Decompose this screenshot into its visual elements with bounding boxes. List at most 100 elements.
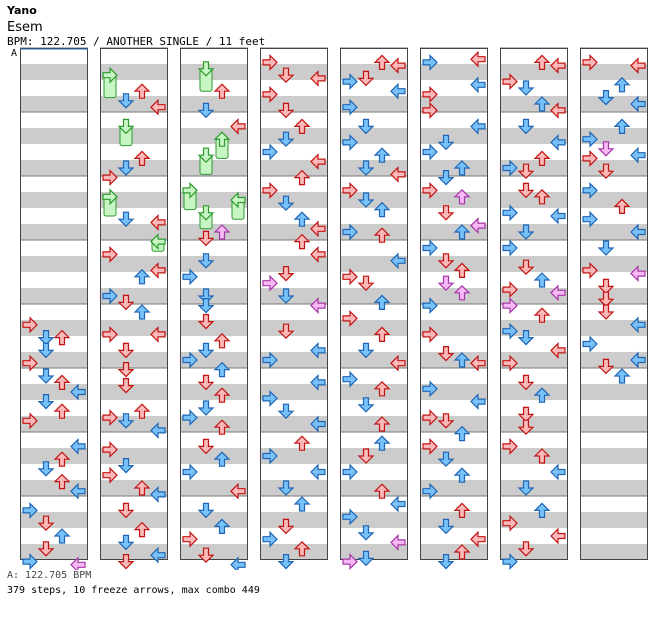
step-arrow	[150, 213, 166, 231]
step-arrow	[422, 143, 438, 161]
step-arrow	[550, 284, 566, 302]
step-arrow	[342, 223, 358, 241]
step-arrow	[70, 437, 86, 455]
artist-name: Yano	[7, 4, 37, 17]
step-arrow	[102, 441, 118, 459]
step-arrow	[342, 508, 358, 526]
step-arrow	[277, 67, 295, 84]
step-arrow	[197, 547, 215, 564]
step-arrow	[117, 160, 135, 176]
step-arrow	[37, 515, 55, 532]
step-arrow	[517, 419, 535, 436]
step-arrow	[502, 73, 518, 91]
step-arrow	[582, 130, 598, 148]
step-arrow	[422, 101, 438, 119]
step-arrow	[277, 553, 295, 570]
step-arrow	[117, 342, 135, 359]
step-arrow	[390, 82, 406, 100]
step-arrow	[373, 416, 391, 432]
step-arrow	[150, 261, 166, 279]
step-arrow	[262, 447, 278, 465]
step-arrow	[453, 352, 471, 368]
step-arrow	[533, 307, 551, 323]
step-arrow	[117, 458, 135, 474]
step-arrow	[502, 239, 518, 257]
step-arrow	[533, 502, 551, 518]
step-arrow	[197, 502, 215, 519]
step-arrow	[453, 467, 471, 483]
step-arrow	[102, 188, 118, 217]
step-arrow	[230, 191, 246, 220]
step-arrow	[630, 316, 646, 334]
step-arrow	[630, 223, 646, 241]
step-arrow	[502, 297, 518, 315]
song-meta: BPM: 122.705 / ANOTHER SINGLE / 11 feet	[7, 35, 266, 48]
step-arrow	[182, 181, 198, 211]
step-arrow	[437, 134, 455, 151]
step-arrow	[453, 425, 471, 442]
step-arrow	[133, 268, 151, 285]
step-arrow	[342, 268, 358, 286]
step-arrow	[550, 57, 566, 75]
step-arrow	[310, 69, 326, 87]
step-arrow	[517, 259, 535, 276]
step-arrow	[597, 240, 615, 256]
step-arrow	[182, 409, 198, 427]
step-arrow	[357, 397, 375, 413]
step-arrow	[597, 291, 615, 308]
step-arrow	[533, 150, 551, 166]
chart-column	[260, 47, 328, 560]
step-arrow	[630, 95, 646, 113]
step-arrow	[150, 325, 166, 343]
step-arrow	[533, 448, 551, 464]
step-arrow	[597, 358, 615, 375]
step-arrow	[102, 287, 118, 305]
step-arrow	[102, 66, 118, 99]
step-arrow	[117, 362, 135, 378]
step-arrow	[373, 380, 391, 397]
step-arrow	[502, 322, 518, 340]
step-arrow	[582, 53, 598, 71]
step-arrow	[37, 342, 55, 359]
step-arrow	[102, 245, 118, 263]
step-arrow	[422, 181, 438, 199]
step-arrow	[357, 160, 375, 176]
step-arrow	[197, 342, 215, 359]
step-arrow	[213, 451, 231, 467]
step-arrow	[150, 233, 166, 252]
step-arrow	[470, 354, 486, 372]
step-arrow	[197, 374, 215, 391]
step-arrow	[582, 210, 598, 228]
step-arrow	[470, 217, 486, 235]
step-arrow	[422, 482, 438, 500]
step-arrow	[22, 354, 38, 372]
step-arrow	[213, 83, 231, 99]
step-arrow	[453, 160, 471, 176]
step-arrow	[293, 169, 311, 186]
step-arrow	[342, 73, 358, 91]
step-arrow	[342, 98, 358, 116]
step-arrow	[437, 413, 455, 429]
step-arrow	[453, 224, 471, 240]
step-arrow	[373, 147, 391, 163]
step-arrow	[422, 325, 438, 343]
step-arrow	[262, 53, 278, 71]
step-arrow	[213, 131, 231, 159]
step-arrow	[70, 556, 86, 570]
step-arrow	[517, 163, 535, 180]
step-arrow	[342, 463, 358, 481]
step-arrow	[613, 118, 631, 135]
step-arrow	[517, 224, 535, 240]
step-arrow	[150, 546, 166, 564]
step-arrow	[133, 304, 151, 320]
step-arrow	[197, 288, 215, 304]
step-arrow	[357, 342, 375, 359]
step-arrow	[277, 195, 295, 212]
step-arrow	[582, 149, 598, 167]
step-arrow	[502, 437, 518, 455]
chart-column	[100, 47, 168, 560]
step-arrow	[437, 346, 455, 362]
step-arrow	[502, 204, 518, 222]
step-arrow	[373, 294, 391, 310]
step-arrow	[310, 415, 326, 433]
